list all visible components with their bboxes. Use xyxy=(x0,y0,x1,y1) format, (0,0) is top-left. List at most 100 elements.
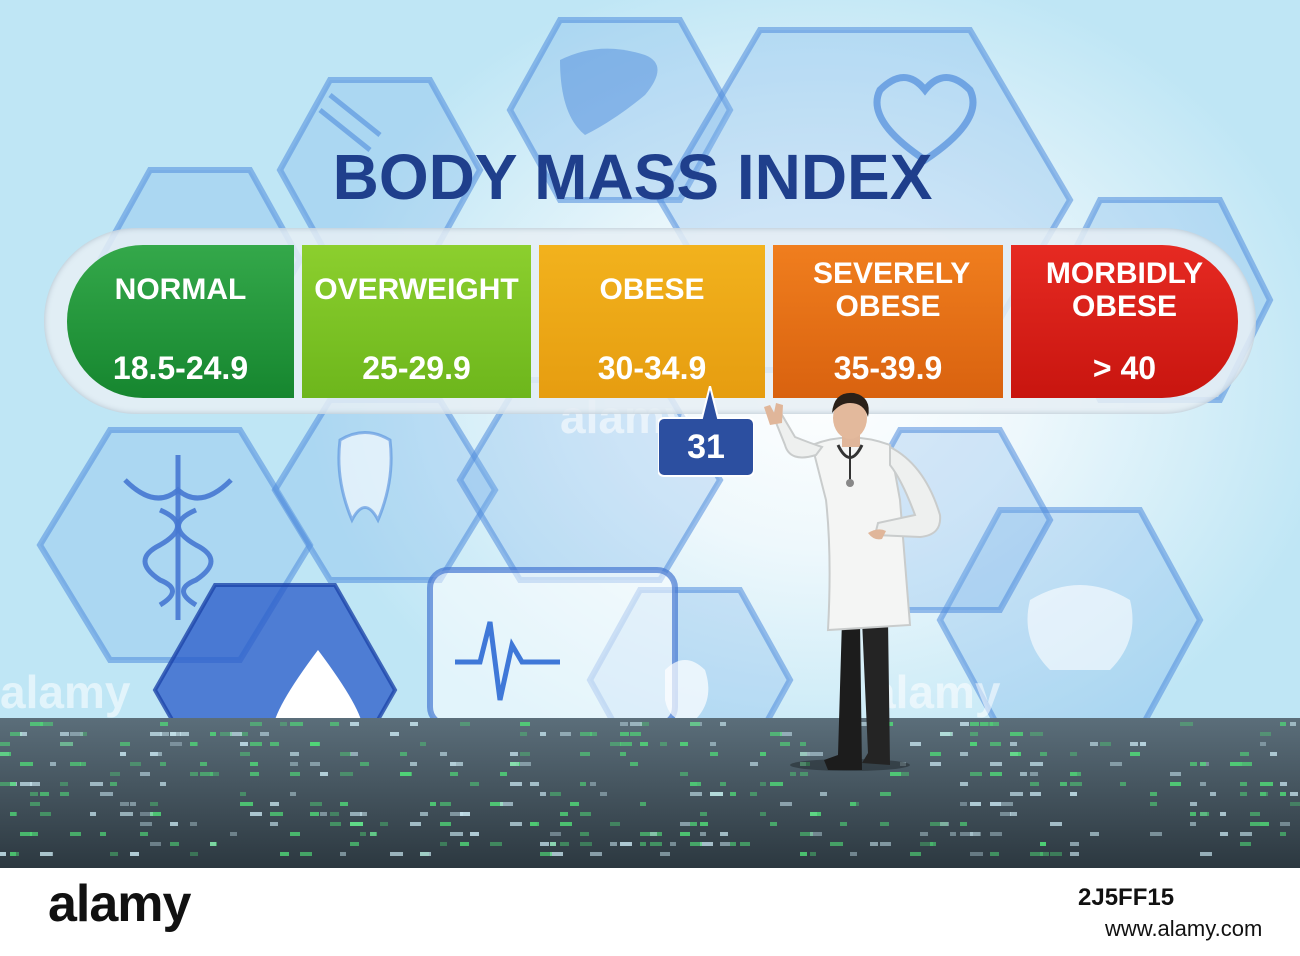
floor-pixel xyxy=(1030,782,1039,786)
floor-pixel xyxy=(520,722,530,726)
floor-pixel xyxy=(340,852,346,856)
floor-pixel xyxy=(350,752,358,756)
floor-pixel xyxy=(580,842,592,846)
floor-pixel xyxy=(940,822,949,826)
floor-pixel xyxy=(1280,822,1290,826)
floor-pixel xyxy=(620,752,626,756)
floor-pixel xyxy=(160,732,169,736)
floor-pixel xyxy=(300,852,312,856)
floor-pixel xyxy=(690,782,701,786)
floor-pixel xyxy=(350,722,359,726)
floor-pixel xyxy=(500,802,513,806)
dna-icon xyxy=(318,93,382,152)
floor-pixel xyxy=(170,732,181,736)
floor-pixel xyxy=(460,842,469,846)
floor-pixel xyxy=(800,832,813,836)
segment-range: 25-29.9 xyxy=(362,350,471,386)
floor-pixel xyxy=(880,822,889,826)
floor-pixel xyxy=(660,742,667,746)
floor-pixel xyxy=(1040,842,1046,846)
floor-pixel xyxy=(680,742,688,746)
floor-pixel xyxy=(350,822,363,826)
doctor-figure xyxy=(764,392,942,771)
floor-pixel xyxy=(1070,792,1077,796)
floor-pixel xyxy=(240,802,253,806)
scene: alamy alamy alamy alamy alamy BODY MASS … xyxy=(0,0,1300,868)
segment-range: 30-34.9 xyxy=(597,350,707,386)
floor-pixel xyxy=(170,842,179,846)
floor-pixel xyxy=(780,802,792,806)
floor-pixel xyxy=(510,782,522,786)
floor-pixel xyxy=(1100,742,1111,746)
marker-bubble xyxy=(658,386,754,477)
floor-pixel xyxy=(470,782,479,786)
floor-pixel xyxy=(1000,802,1013,806)
floor-pixel xyxy=(1280,722,1286,726)
liver-icon xyxy=(560,48,658,135)
floor-pixel xyxy=(200,772,213,776)
floor-pixel xyxy=(1220,832,1228,836)
floor-pixel xyxy=(1200,852,1212,856)
floor-pixel xyxy=(520,762,531,766)
floor-pixel xyxy=(230,832,237,836)
bmi-segment-normal: NORMAL 18.5-24.9 xyxy=(67,245,294,398)
floor-pixel xyxy=(900,772,909,776)
floor-pixel xyxy=(20,732,27,736)
floor-pixel xyxy=(650,832,657,836)
floor-pixel xyxy=(410,762,417,766)
floor-pixel xyxy=(970,772,982,776)
floor-pixel xyxy=(140,822,152,826)
floor-pixel xyxy=(190,742,198,746)
floor-pixel xyxy=(760,782,766,786)
floor-pixel xyxy=(190,822,197,826)
floor-pixel xyxy=(440,802,451,806)
floor-pixel xyxy=(410,722,418,726)
floor-pixel xyxy=(1010,732,1023,736)
segment-range: 35-39.9 xyxy=(833,350,943,386)
floor-pixel xyxy=(10,812,16,816)
floor-pixel xyxy=(1180,722,1193,726)
floor-pixel xyxy=(910,742,921,746)
floor-pixel xyxy=(0,742,10,746)
segment-range: 18.5-24.9 xyxy=(112,350,249,386)
floor-pixel xyxy=(150,802,158,806)
floor-pixel xyxy=(640,722,649,726)
floor-pixel xyxy=(120,812,133,816)
floor-pixel xyxy=(760,812,766,816)
floor-pixel xyxy=(210,772,219,776)
floor-pixel xyxy=(710,752,718,756)
tooth-icon xyxy=(337,431,393,524)
floor-pixel xyxy=(260,732,269,736)
segment-label: NORMAL xyxy=(114,273,247,306)
floor-pixel xyxy=(290,752,299,756)
floor-pixel xyxy=(290,772,300,776)
floor-pixel xyxy=(640,802,646,806)
floor-pixel xyxy=(280,852,289,856)
floor-pixel xyxy=(850,852,857,856)
floor-pixel xyxy=(1070,852,1079,856)
floor-pixel xyxy=(790,772,796,776)
floor-pixel xyxy=(20,832,32,836)
floor-pixel xyxy=(560,812,568,816)
floor-pixel xyxy=(140,772,150,776)
floor-pixel xyxy=(70,762,81,766)
floor-pixel xyxy=(460,722,470,726)
floor-pixel xyxy=(310,802,322,806)
floor-pixel xyxy=(390,852,403,856)
floor-pixel xyxy=(990,772,1002,776)
floor-pixel xyxy=(100,832,106,836)
floor-pixel xyxy=(1190,762,1197,766)
floor-pixel xyxy=(390,732,399,736)
floor-pixel xyxy=(150,752,162,756)
floor-pixel xyxy=(1190,802,1197,806)
floor-pixel xyxy=(250,762,258,766)
floor-pixel xyxy=(330,812,339,816)
floor-pixel xyxy=(970,802,981,806)
floor-pixel xyxy=(930,752,941,756)
floor-pixel xyxy=(60,742,73,746)
floor-pixel xyxy=(710,792,723,796)
floor-pixel xyxy=(840,822,847,826)
floor-pixel xyxy=(940,822,948,826)
floor-pixel xyxy=(290,722,303,726)
floor-pixel xyxy=(870,842,878,846)
